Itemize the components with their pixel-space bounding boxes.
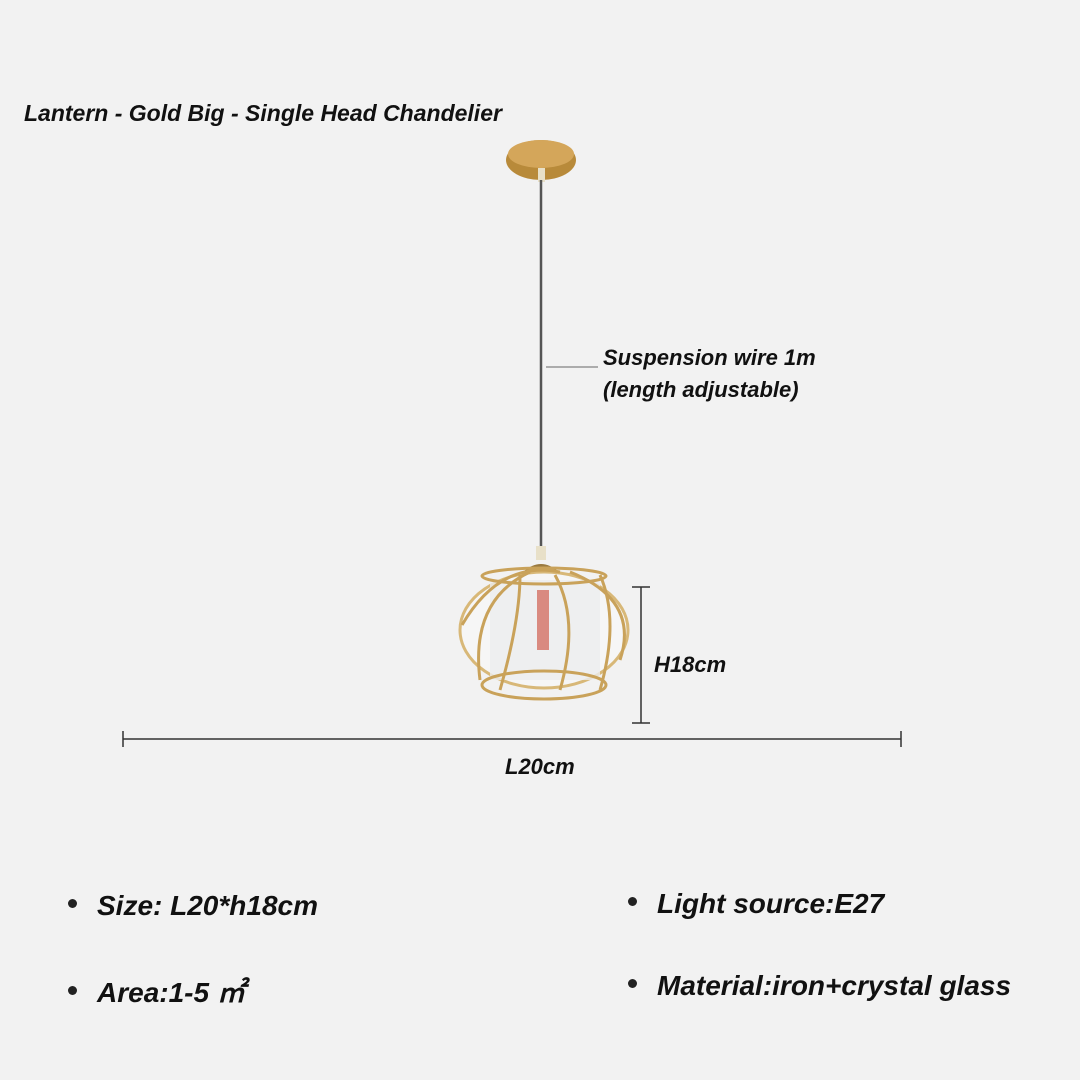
length-label: L20cm bbox=[505, 754, 575, 779]
bullet-icon bbox=[68, 986, 77, 996]
bullet-icon bbox=[628, 897, 637, 907]
spec-light-source: Light source:E27 bbox=[628, 888, 884, 920]
height-label: H18cm bbox=[654, 652, 727, 677]
product-title: Lantern - Gold Big - Single Head Chandel… bbox=[24, 100, 502, 126]
spec-material: Material:iron+crystal glass bbox=[628, 970, 1011, 1002]
crystal-shade bbox=[458, 566, 630, 701]
spec-size: Size: L20*h18cm bbox=[68, 890, 318, 922]
spec-area: Area:1-5 ㎡ bbox=[68, 971, 245, 1011]
wire-annotation-line2: (length adjustable) bbox=[603, 377, 799, 402]
wire-annotation: Suspension wire 1m (length adjustable) bbox=[603, 342, 816, 406]
wire-annotation-line1: Suspension wire 1m bbox=[603, 345, 816, 370]
bullet-icon bbox=[68, 899, 77, 909]
bullet-icon bbox=[628, 979, 637, 989]
